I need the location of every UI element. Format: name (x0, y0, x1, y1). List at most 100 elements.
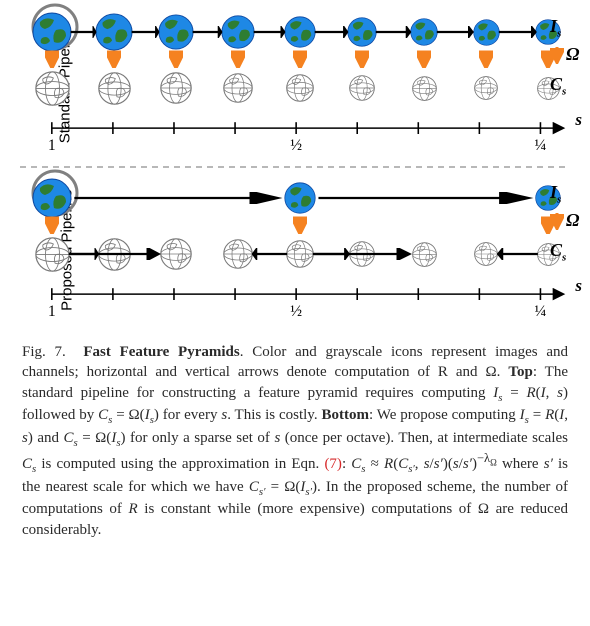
gray-globe-icon (223, 73, 253, 103)
cap-eq: R (129, 501, 138, 517)
gray-globe-icon (223, 239, 253, 269)
gray-globe-icon (160, 238, 192, 270)
cap-eq: R (438, 364, 448, 380)
color-globe-icon (158, 14, 194, 50)
arrow-right-icon (68, 248, 163, 260)
gray-globe-icon (286, 74, 314, 102)
omega-arrow-icon (231, 50, 245, 68)
svg-text:1: 1 (48, 137, 56, 152)
color-globe-icon (347, 17, 377, 47)
panel-proposed: Proposed Pipeline (10, 170, 580, 330)
svg-text:½: ½ (290, 303, 302, 318)
arrow-right-icon (314, 26, 349, 38)
color-globe-icon (284, 16, 316, 48)
axis-proposed: 1 ½ ¼ (40, 284, 570, 318)
svg-text:½: ½ (290, 137, 302, 152)
cap-t: : We propose computing (369, 407, 520, 423)
figure-7: Standard Pipeline (0, 0, 590, 550)
omega-arrow-icon (45, 216, 59, 234)
cap-eq: Cs (22, 456, 36, 472)
panel-standard: Standard Pipeline (10, 4, 580, 164)
cap-t: followed by (22, 407, 98, 423)
omega-arrow-icon (169, 50, 183, 68)
cap-eq: Cs ≈ R(Cs′, s/s′)(s/s′)−λΩ (351, 456, 497, 472)
row-gray-channels (40, 66, 570, 106)
gray-globe-icon (98, 72, 131, 105)
cap-t: for every (159, 407, 221, 423)
eqn-ref: (7) (324, 456, 342, 472)
color-globe-icon (410, 18, 438, 46)
svg-text:¼: ¼ (535, 137, 547, 152)
cap-eq: Cs = Ω(Is) (64, 430, 126, 446)
legend-proposed: Is Ω Cs (548, 170, 580, 280)
omega-arrow-icon (417, 50, 431, 68)
omega-arrow-icon (293, 216, 307, 234)
cap-t: (once per octave). Then, at intermediate… (280, 430, 568, 446)
cap-t: and (448, 364, 486, 380)
cap-eq: Cs = Ω(Is) (98, 407, 159, 423)
cap-b: Bottom (321, 407, 369, 423)
legend-Cs: Cs (550, 240, 566, 264)
arrow-right-icon (375, 26, 412, 38)
gray-globe-icon (412, 76, 437, 101)
cap-eq: Is = R(I, s) (493, 385, 568, 401)
legend-Is: Is (550, 16, 561, 40)
legend-omega: Ω (550, 212, 577, 235)
row-color-images (40, 10, 570, 54)
arrow-right-icon (436, 26, 475, 38)
gray-globe-icon (474, 76, 498, 100)
omega-arrow-icon (355, 50, 369, 68)
legend-omega: Ω (550, 46, 577, 69)
cap-t: where (497, 456, 544, 472)
gray-globe-icon (474, 242, 498, 266)
cap-t: : (342, 456, 351, 472)
arrow-right-icon (70, 26, 97, 38)
gray-globe-icon (286, 240, 314, 268)
omega-arrow-icon (293, 50, 307, 68)
axis-standard: 1 ½ ¼ (40, 118, 570, 152)
gray-globe-icon (35, 237, 70, 272)
omega-arrow-icon (45, 50, 59, 68)
cap-t: is constant while (more expensive) compu… (138, 501, 478, 517)
arrow-right-icon (498, 26, 538, 38)
arrow-right-icon (496, 248, 539, 260)
arrow-right-icon (314, 192, 537, 204)
color-globe-icon (32, 178, 72, 218)
color-globe-icon (32, 12, 72, 52)
arrow-right-icon (192, 26, 223, 38)
legend-Is: Is (550, 182, 561, 206)
gray-globe-icon (412, 242, 437, 267)
color-globe-icon (221, 15, 255, 49)
arrow-right-icon (312, 248, 414, 260)
arrow-right-icon (253, 26, 286, 38)
color-globe-icon (95, 13, 133, 51)
arrow-right-icon (251, 248, 288, 260)
row-gray-channels (40, 232, 570, 272)
omega-arrow-icon (107, 50, 121, 68)
arrow-right-icon (131, 26, 160, 38)
gray-globe-icon (35, 71, 70, 106)
cap-eq: s′ (544, 456, 553, 472)
omega-arrow-icon (479, 50, 493, 68)
gray-globe-icon (160, 72, 192, 104)
cap-t: . This is costly. (227, 407, 321, 423)
color-globe-icon (284, 182, 316, 214)
svg-text:¼: ¼ (535, 303, 547, 318)
cap-eq: Cs′ = Ω(Is′) (249, 479, 317, 495)
figure-title: Fast Feature Pyramids (83, 344, 239, 360)
legend-Cs: Cs (550, 74, 566, 98)
cap-eq: Ω (478, 501, 489, 517)
svg-text:1: 1 (48, 303, 56, 318)
cap-t: is computed using the approximation in E… (36, 456, 324, 472)
cap-t: for only a sparse set of (126, 430, 275, 446)
figure-caption: Fig. 7. Fast Feature Pyramids. Color and… (10, 330, 580, 550)
row-color-images (40, 176, 570, 220)
cap-eq: Ω (485, 364, 496, 380)
cap-t: and (33, 430, 64, 446)
figure-number: Fig. 7. (22, 344, 66, 360)
gray-globe-icon (349, 75, 375, 101)
legend-standard: Is Ω Cs (548, 4, 580, 114)
color-globe-icon (473, 19, 500, 46)
arrow-right-icon (70, 192, 286, 204)
cap-b: Top (508, 364, 532, 380)
